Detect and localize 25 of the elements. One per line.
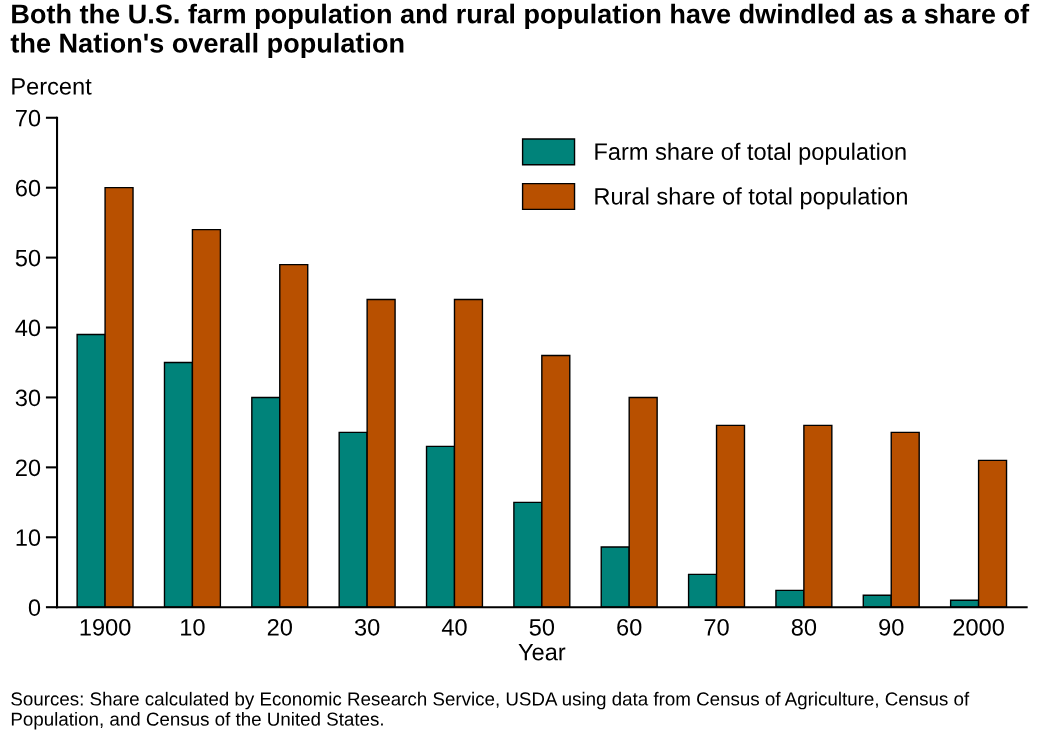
x-tick-label: 80	[791, 618, 817, 636]
y-tick-label: 0	[28, 599, 41, 616]
source-note: Sources: Share calculated by Economic Research Service, USDA using data from Census of Agriculture, Census of Population, and Census of the United States.	[11, 691, 970, 730]
legend-label: Rural share of total population	[595, 187, 907, 210]
x-axis-title: Year	[518, 643, 566, 661]
x-tick-label: 50	[529, 618, 555, 636]
x-tick-label: 20	[267, 618, 292, 636]
x-tick-label: 30	[354, 618, 380, 636]
y-tick-label: 70	[16, 109, 41, 127]
y-tick-label: 40	[15, 319, 41, 337]
x-tick-label: 1900	[80, 618, 131, 636]
x-tick-label: 40	[441, 618, 467, 636]
x-tick-label: 90	[879, 618, 904, 636]
y-tick-label: 10	[16, 529, 41, 547]
y-tick-label: 30	[15, 389, 41, 407]
y-tick-label: 20	[15, 459, 41, 477]
chart-title: Both the U.S. farm population and rural population have dwindled as a share of the Nation's overall population	[10, 3, 1030, 59]
x-tick-label: 70	[704, 618, 729, 636]
legend-label: Farm share of total population	[595, 142, 906, 165]
x-tick-label: 10	[181, 618, 205, 636]
y-tick-label: 60	[16, 179, 41, 197]
x-tick-label: 60	[617, 618, 642, 636]
x-tick-label: 2000	[953, 618, 1004, 636]
y-axis-title: Percent	[12, 78, 92, 95]
y-tick-label: 50	[15, 249, 41, 267]
